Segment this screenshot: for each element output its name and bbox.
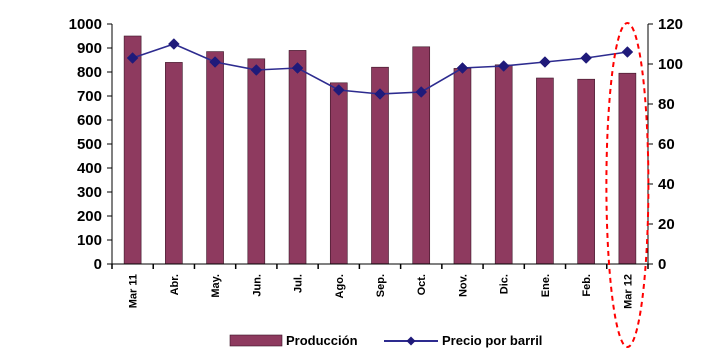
- x-category-label: Feb.: [581, 274, 593, 297]
- right-tick-label: 80: [658, 96, 675, 113]
- left-tick-label: 500: [77, 136, 102, 153]
- line-series-precio: [126, 38, 634, 100]
- bar-feb: [577, 78, 595, 265]
- legend-label-precio: Precio por barril: [442, 333, 542, 348]
- legend-marker-precio: [406, 336, 416, 346]
- price-point-jul: [291, 62, 304, 74]
- x-category-label: Dic.: [499, 274, 511, 294]
- x-category-label: Abr.: [169, 274, 181, 295]
- left-tick-label: 800: [77, 64, 102, 81]
- bar-mar-12: [618, 72, 637, 265]
- bar-dic: [494, 64, 513, 265]
- price-point-jun: [250, 64, 263, 76]
- left-tick-label: 600: [77, 112, 102, 129]
- legend-swatch-produccion: [229, 334, 283, 347]
- left-tick-label: 0: [94, 256, 102, 273]
- price-point-oct: [415, 86, 428, 98]
- x-category-label: Sep.: [375, 274, 387, 297]
- left-tick-label: 200: [77, 208, 102, 225]
- right-tick-label: 0: [658, 256, 666, 273]
- x-category-label: Jun.: [251, 274, 263, 297]
- highlight-ellipse: [605, 22, 650, 348]
- x-category-label: Nov.: [457, 274, 469, 297]
- x-category-label: Oct.: [416, 274, 428, 295]
- right-axis: 0 20 40 60 80 100 120: [647, 16, 683, 273]
- right-tick-label: 120: [658, 16, 683, 33]
- left-tick-label: 300: [77, 184, 102, 201]
- price-point-ene: [539, 56, 551, 68]
- price-point-sep: [374, 88, 386, 100]
- left-tick-label: 400: [77, 160, 102, 177]
- bar-may: [206, 51, 224, 265]
- x-category-label: Jul.: [293, 274, 305, 293]
- left-axis: 0 100 200 300 400 500 600 700 800 900 1000: [69, 16, 113, 273]
- legend: Producción Precio por barril: [229, 333, 542, 348]
- highlight-ellipse-shape: [605, 22, 650, 348]
- left-tick-label: 1000: [69, 16, 102, 33]
- x-category-label: May.: [210, 274, 222, 298]
- bar-jun: [247, 58, 266, 265]
- right-tick-label: 40: [658, 176, 675, 193]
- price-point-feb: [580, 52, 593, 64]
- left-tick-label: 700: [77, 88, 102, 105]
- x-category-label: Ene.: [540, 274, 552, 297]
- bar-oct: [412, 46, 431, 265]
- right-tick-label: 60: [658, 136, 675, 153]
- price-point-nov: [456, 62, 469, 74]
- price-point-may: [209, 56, 221, 68]
- price-point-mar-12: [621, 46, 634, 58]
- x-category-label: Mar 12: [622, 274, 634, 309]
- x-axis: Mar 11 Abr. May. Jun. Jul. Ago. Sep. Oct. Nov. Di…: [111, 263, 649, 309]
- price-point-dic: [497, 60, 510, 72]
- bar-ene: [536, 77, 554, 265]
- bar-abr: [165, 62, 183, 265]
- left-tick-label: 100: [77, 232, 102, 249]
- bar-series-produccion: [123, 35, 637, 265]
- bar-jul: [288, 50, 307, 265]
- price-point-mar-11: [126, 52, 139, 64]
- bar-nov: [453, 68, 472, 265]
- right-tick-label: 20: [658, 216, 675, 233]
- price-point-abr: [167, 38, 180, 50]
- x-category-label: Mar 11: [128, 274, 140, 308]
- bar-mar-11: [123, 35, 142, 265]
- x-category-label: Ago.: [334, 274, 346, 298]
- bar-ago: [329, 82, 348, 265]
- right-tick-label: 100: [658, 56, 683, 73]
- legend-label-produccion: Producción: [286, 333, 358, 348]
- left-tick-label: 900: [77, 40, 102, 57]
- price-point-ago: [332, 84, 345, 96]
